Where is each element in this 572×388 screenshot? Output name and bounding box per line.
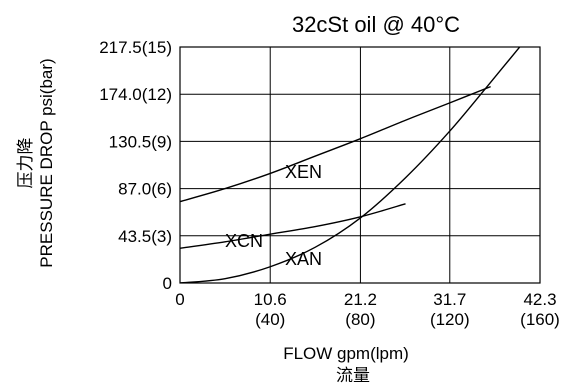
x-tick-labels: 0 10.6(40) 21.2(80) 31.7(120) 42.3(160) xyxy=(175,290,560,329)
chart-title: 32cSt oil @ 40°C xyxy=(292,12,460,37)
series-line-xen xyxy=(180,85,491,203)
x-axis-label-cn: 流量 xyxy=(336,366,370,385)
x-tick-label: 21.2 xyxy=(344,290,377,309)
x-tick-sublabel: (80) xyxy=(345,310,375,329)
y-tick-labels: 0 43.5(3) 87.0(6) 130.5(9) 174.0(12) 217.5(15… xyxy=(99,38,172,293)
y-tick-label: 87.0(6) xyxy=(118,180,172,199)
plot-frame xyxy=(179,46,541,284)
y-tick-label: 174.0(12) xyxy=(99,85,172,104)
x-tick-label: 10.6 xyxy=(254,290,287,309)
x-tick-label: 42.3 xyxy=(523,290,556,309)
x-tick-label: 31.7 xyxy=(433,290,466,309)
x-tick-sublabel: (40) xyxy=(255,310,285,329)
series-label-xan: XAN xyxy=(285,249,322,269)
series-line-xan xyxy=(180,47,521,283)
x-tick-label: 0 xyxy=(175,290,184,309)
x-tick-sublabel: (120) xyxy=(430,310,470,329)
series-label-xen: XEN xyxy=(285,162,322,182)
x-axis-label: FLOW gpm(lpm) xyxy=(283,344,409,363)
y-axis-label-cn: 压力降 xyxy=(16,138,35,189)
chart-curves xyxy=(180,47,521,283)
curve-labels: XEN XCN XAN xyxy=(225,162,322,269)
chart-grid xyxy=(180,47,540,283)
y-tick-label: 130.5(9) xyxy=(109,132,172,151)
y-tick-label: 43.5(3) xyxy=(118,227,172,246)
plot-border xyxy=(179,46,541,284)
y-tick-label: 0 xyxy=(163,274,172,293)
y-axis-label: PRESSURE DROP psi(bar) xyxy=(37,58,56,267)
series-line-xcn xyxy=(180,203,406,249)
x-tick-sublabel: (160) xyxy=(520,310,560,329)
y-tick-label: 217.5(15) xyxy=(99,38,172,57)
series-label-xcn: XCN xyxy=(225,231,263,251)
